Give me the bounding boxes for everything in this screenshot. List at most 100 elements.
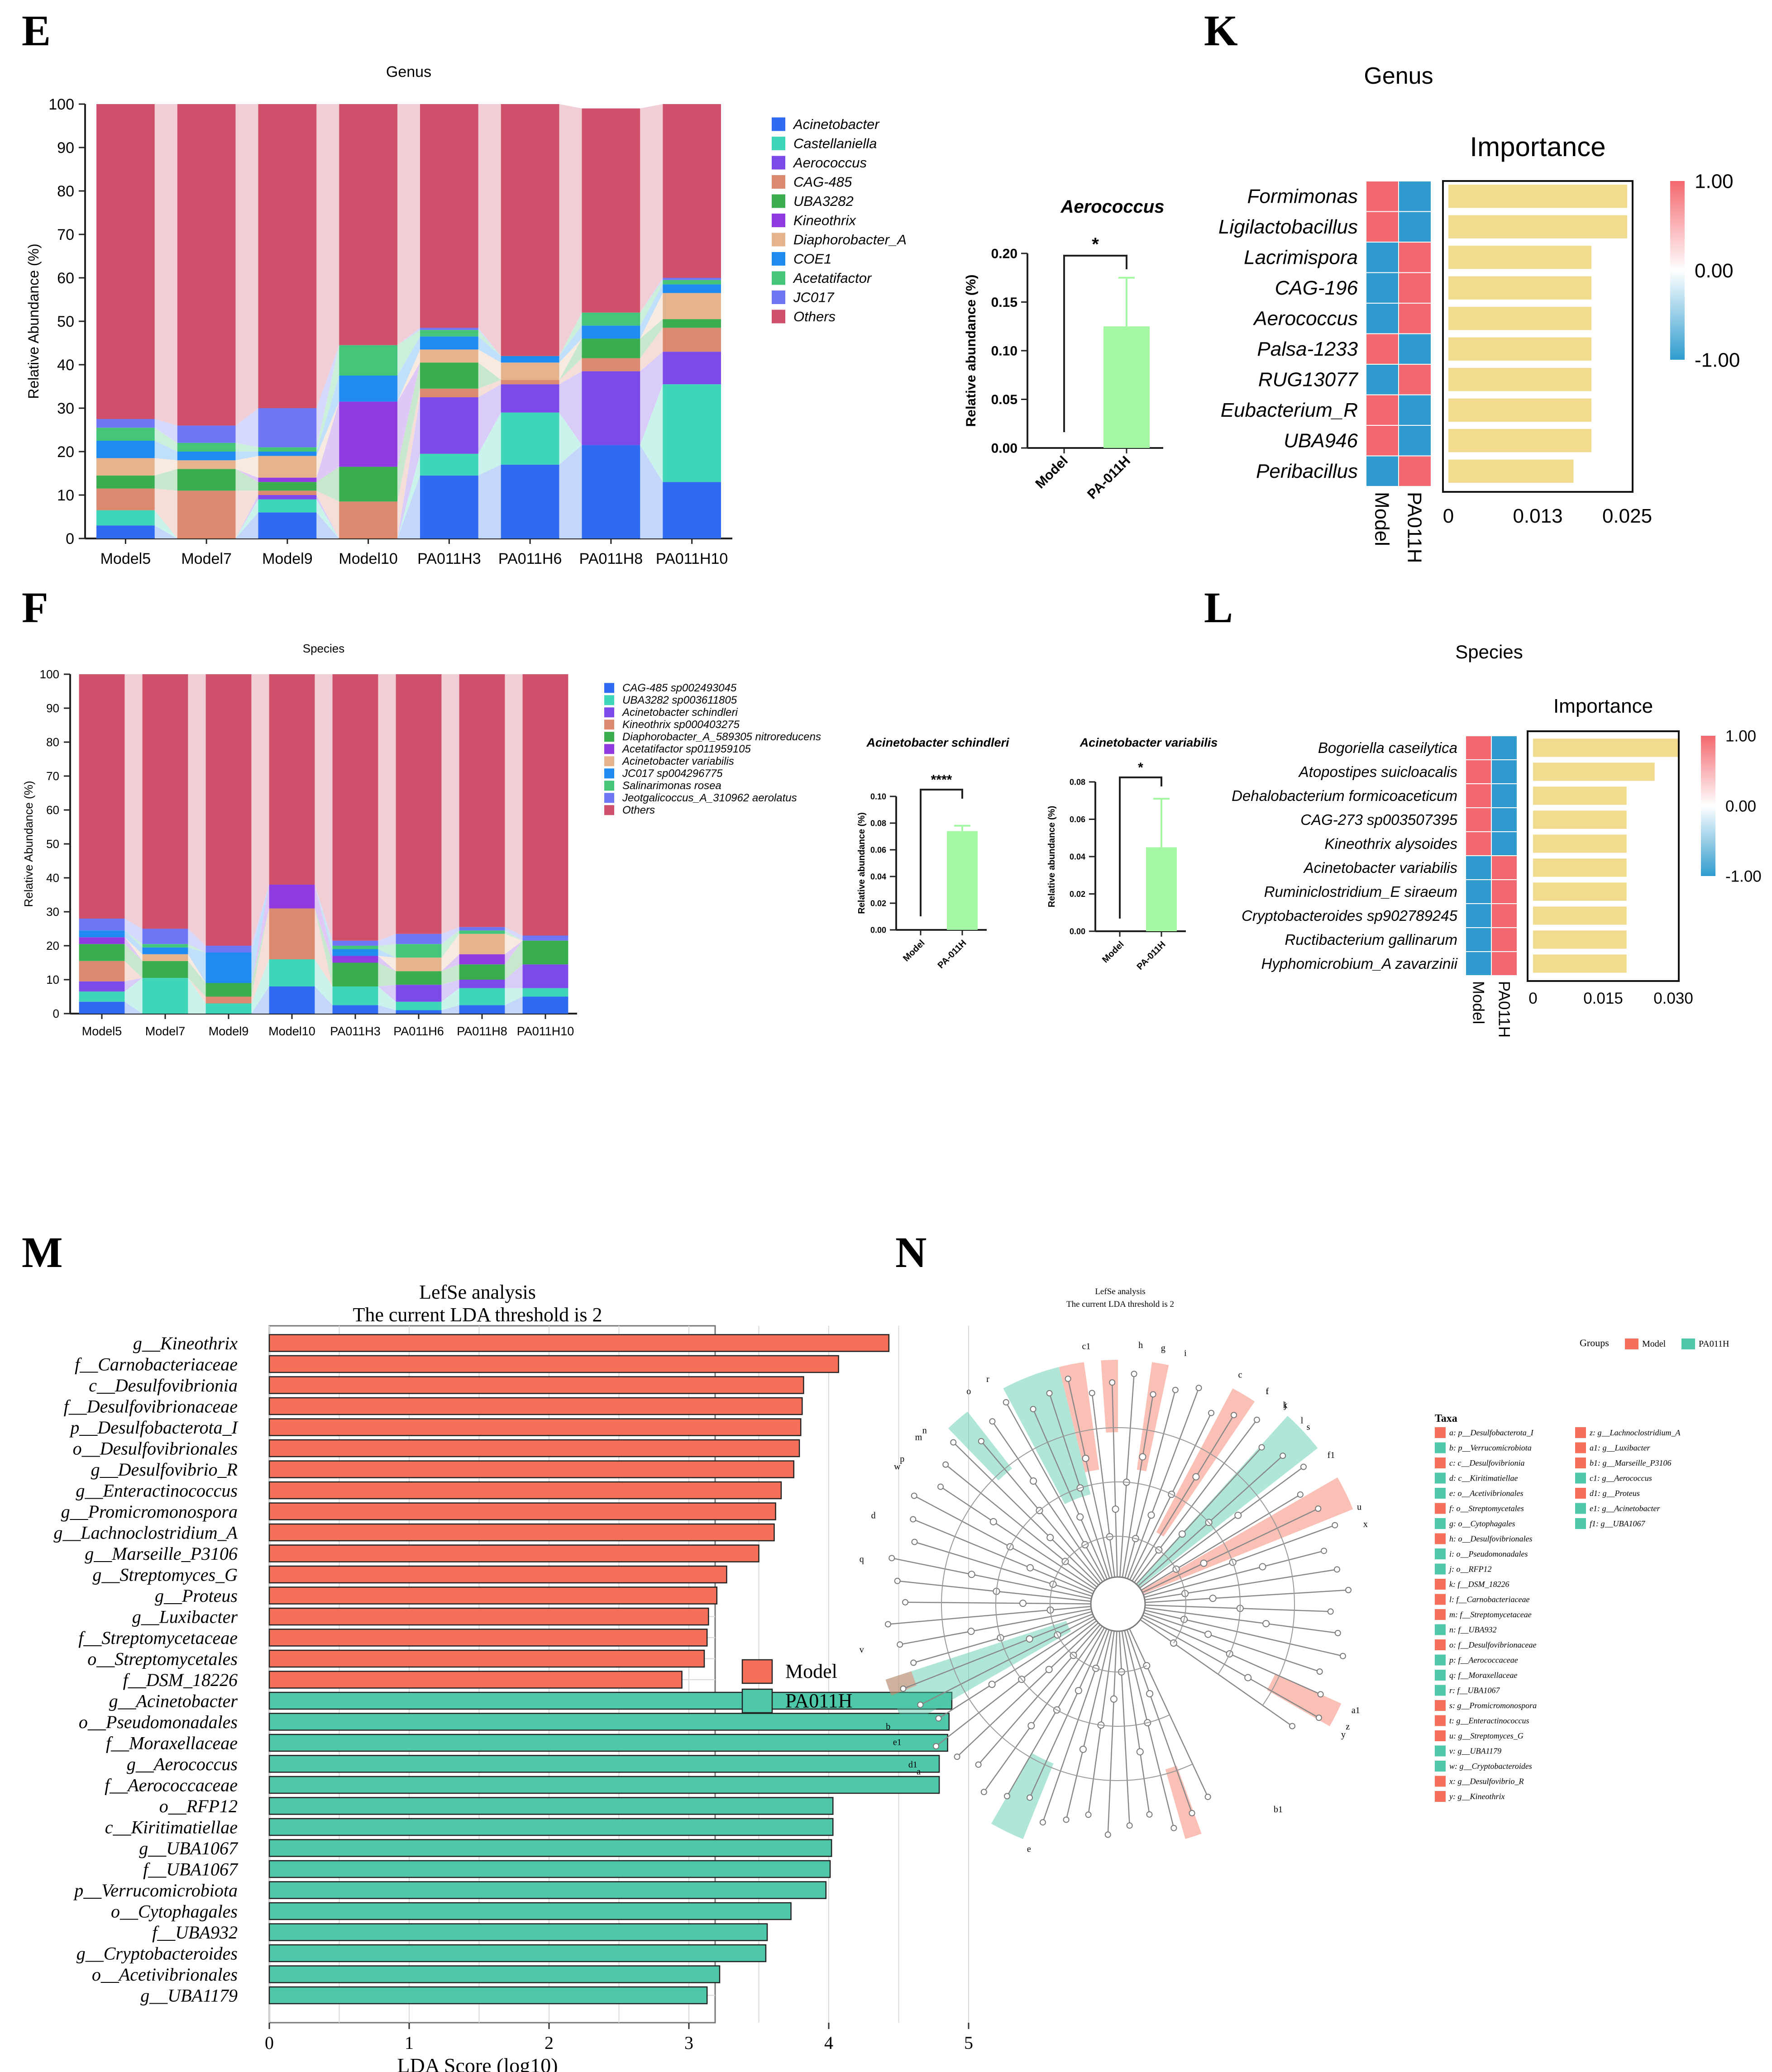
taxa-entry: f: o__Streptomycetales <box>1449 1504 1524 1513</box>
lda-bar <box>268 1797 834 1815</box>
flow-band <box>505 996 523 1014</box>
x-tick-label: PA011H10 <box>656 550 728 567</box>
legend-swatch <box>604 683 614 693</box>
panel-f-variabilis-bar: Acinetobacter variabilis 0.00 0.02 0.04 0.06… <box>1047 736 1218 972</box>
tree-leaf <box>935 1715 942 1722</box>
importance-bar <box>1533 930 1627 949</box>
y-tick-label: 30 <box>57 400 74 417</box>
x-tick-label: 4 <box>824 2033 833 2053</box>
significance-marker: * <box>1092 234 1099 254</box>
flow-band <box>124 978 143 1014</box>
taxa-swatch <box>1575 1503 1586 1514</box>
lda-bar <box>268 1334 890 1352</box>
bar-segment <box>269 908 315 959</box>
taxa-entry: n: f__UBA932 <box>1449 1625 1496 1634</box>
flow-band <box>505 934 523 954</box>
column-label: PA011H <box>1495 981 1513 1038</box>
feature-label: g__UBA1179 <box>140 1986 238 2006</box>
taxa-entry: e: o__Acetivibrionales <box>1449 1489 1523 1498</box>
y-tick-label: 0.08 <box>870 819 886 828</box>
flow-band <box>505 940 523 980</box>
taxa-swatch <box>1435 1670 1446 1681</box>
bar-segment <box>258 477 317 482</box>
lda-bar <box>268 1629 708 1647</box>
bar-segment <box>258 491 317 495</box>
heat-cell <box>1398 425 1432 457</box>
x-tick-label: 1 <box>405 2033 414 2053</box>
lda-bar <box>268 1671 683 1689</box>
flow-band <box>378 962 396 986</box>
flow-band <box>154 441 177 461</box>
flow-band <box>478 362 501 389</box>
legend-swatch <box>772 156 785 170</box>
importance-bar <box>1448 459 1574 483</box>
tree-node <box>1178 1530 1186 1538</box>
taxa-swatch <box>1575 1518 1586 1529</box>
tree-root <box>1090 1576 1146 1632</box>
bar-segment <box>582 312 640 326</box>
tree-node <box>1146 1690 1154 1697</box>
bar-segment <box>420 388 478 397</box>
tree-leaf <box>1089 1390 1095 1396</box>
significance-bracket <box>920 789 963 916</box>
row-label: Peribacillus <box>1256 460 1358 482</box>
feature-label: c__Desulfovibrionia <box>89 1375 238 1396</box>
heat-cell <box>1465 735 1492 760</box>
y-tick-label: 0.15 <box>991 295 1017 310</box>
legend-label: Others <box>793 309 836 324</box>
tree-node <box>1026 1635 1033 1643</box>
flow-band <box>251 885 269 953</box>
flow-band <box>315 959 333 1005</box>
legend-label: UBA3282 sp003611805 <box>622 694 737 706</box>
bar-segment <box>582 371 640 445</box>
tree-leaf <box>1063 1816 1070 1823</box>
taxa-swatch <box>1435 1685 1446 1696</box>
cladogram-subtitle: The current LDA threshold is 2 <box>1066 1300 1174 1309</box>
y-axis-label: Relative abundance (%) <box>1047 806 1057 908</box>
legend-label: CAG-485 <box>793 174 852 190</box>
heat-cell <box>1366 425 1399 457</box>
flow-band <box>235 456 258 478</box>
legend-label: Others <box>622 804 655 816</box>
heat-cell <box>1366 394 1399 426</box>
tree-leaf <box>1339 1653 1346 1659</box>
feature-label: o__RFP12 <box>159 1796 238 1816</box>
y-tick-label: 0.05 <box>991 392 1017 407</box>
ring-label: a1 <box>1352 1705 1360 1715</box>
tree-leaf <box>989 1418 996 1425</box>
flow-band <box>397 362 420 467</box>
flow-band <box>315 885 333 956</box>
flow-band <box>188 674 206 946</box>
flow-band <box>378 985 396 1002</box>
bar-segment <box>420 336 478 350</box>
heat-cell <box>1398 455 1432 487</box>
bar-segment <box>663 319 721 328</box>
bar-segment <box>459 980 505 988</box>
value-bar <box>947 831 978 930</box>
legend-label: Kineothrix sp000403275 <box>622 719 740 731</box>
bar-segment <box>205 1003 252 1014</box>
taxa-swatch <box>1575 1488 1586 1499</box>
taxa-entry: x: g__Desulfovibrio_R <box>1449 1777 1524 1786</box>
lda-bar <box>268 1460 794 1478</box>
bar-segment <box>258 512 317 538</box>
tree-leaf <box>933 1743 940 1749</box>
legend-swatch <box>772 252 785 266</box>
flow-band <box>188 961 206 997</box>
y-tick-label: 0.06 <box>1070 815 1085 824</box>
x-tick-label: PA011H10 <box>517 1024 574 1038</box>
tree-branch <box>983 1626 1103 1792</box>
x-tick-label: Model <box>901 938 927 963</box>
tree-branch <box>1124 1630 1175 1829</box>
tree-leaf <box>1172 1386 1179 1393</box>
panel-letter-M: M <box>22 1228 63 1277</box>
tree-leaf <box>1327 1608 1334 1615</box>
feature-label: g__UBA1067 <box>139 1838 239 1858</box>
ring-label: l <box>1301 1415 1304 1425</box>
colorbar-label: 0.00 <box>1725 797 1756 815</box>
legend-swatch <box>604 744 614 754</box>
heat-cell <box>1366 181 1399 212</box>
y-tick-label: 0.04 <box>1070 852 1085 861</box>
ring-label: c <box>1238 1370 1242 1380</box>
bar-segment <box>501 380 559 385</box>
